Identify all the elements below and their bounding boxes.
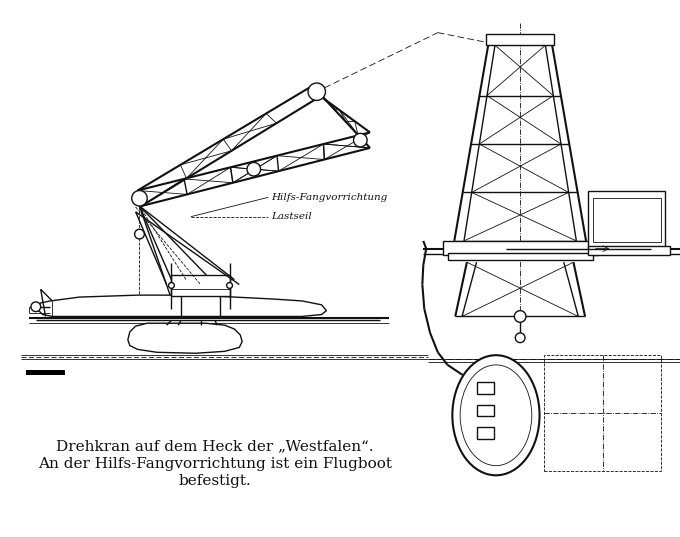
Circle shape <box>135 229 144 239</box>
Bar <box>588 246 670 256</box>
Polygon shape <box>128 323 242 353</box>
Text: befestigt.: befestigt. <box>179 474 252 488</box>
Ellipse shape <box>452 355 539 475</box>
Bar <box>477 404 494 416</box>
Bar <box>588 191 666 249</box>
Circle shape <box>354 133 367 147</box>
Text: Drehkran auf dem Heck der „Westfalen“.: Drehkran auf dem Heck der „Westfalen“. <box>56 439 374 453</box>
Circle shape <box>514 310 526 322</box>
Circle shape <box>308 83 326 100</box>
Bar <box>447 252 593 260</box>
Circle shape <box>226 282 233 288</box>
Text: An der Hilfs-Fangvorrichtung ist ein Flugboot: An der Hilfs-Fangvorrichtung ist ein Flu… <box>38 457 392 471</box>
Circle shape <box>132 191 148 206</box>
Circle shape <box>169 282 174 288</box>
Circle shape <box>515 333 525 343</box>
Bar <box>26 370 65 375</box>
Bar <box>545 355 661 471</box>
Bar <box>593 198 661 242</box>
Circle shape <box>31 302 41 311</box>
Polygon shape <box>37 295 326 316</box>
Bar <box>443 241 598 256</box>
Bar <box>477 382 494 394</box>
Bar <box>486 34 554 45</box>
Text: Lastseil: Lastseil <box>271 212 312 221</box>
Text: Hilfs-Fangvorrichtung: Hilfs-Fangvorrichtung <box>271 193 388 202</box>
Bar <box>171 275 230 296</box>
Circle shape <box>247 162 260 176</box>
Bar <box>477 427 494 439</box>
